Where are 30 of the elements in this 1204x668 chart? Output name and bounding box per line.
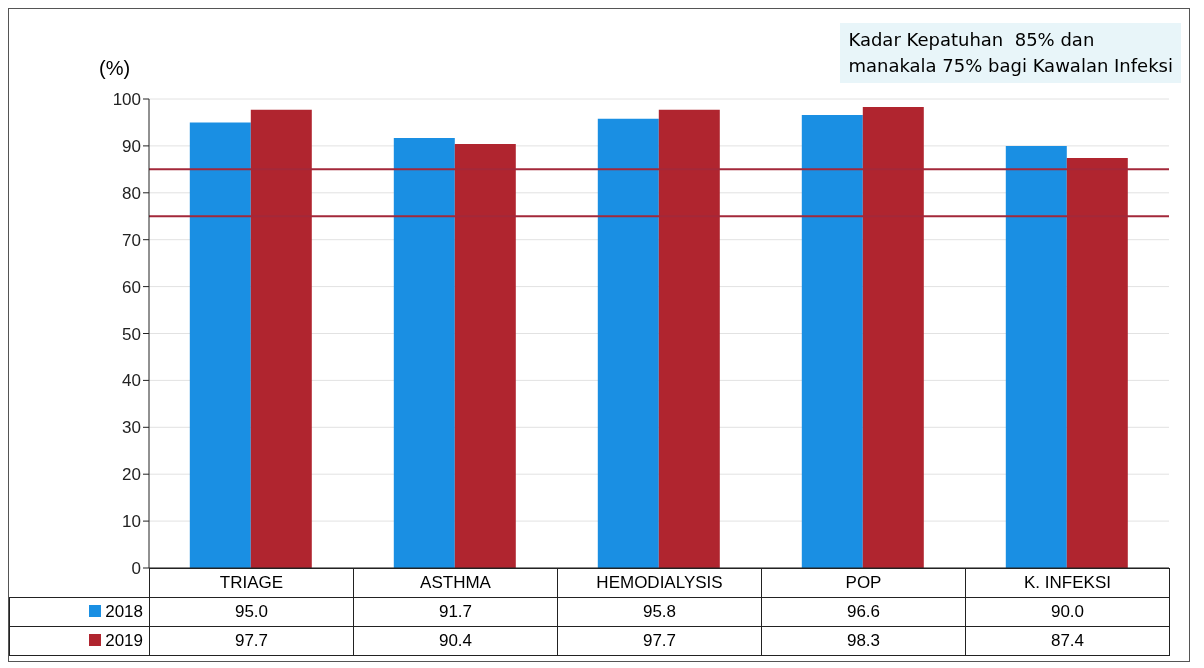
y-tick-label: 10 xyxy=(122,512,141,532)
y-tick-label: 30 xyxy=(122,418,141,438)
y-tick-label: 90 xyxy=(122,136,141,156)
x-tick-label: HEMODIALYSIS xyxy=(557,568,762,598)
legend-label: 2019 xyxy=(9,626,150,656)
legend-label: 2018 xyxy=(9,597,150,627)
y-tick-label: 20 xyxy=(122,465,141,485)
x-tick-label: POP xyxy=(761,568,966,598)
data-label: 97.7 xyxy=(557,626,762,656)
data-label: 95.0 xyxy=(149,597,354,627)
data-label: 97.7 xyxy=(149,626,354,656)
data-label: 91.7 xyxy=(353,597,558,627)
data-label: 90.4 xyxy=(353,626,558,656)
y-tick-label: 50 xyxy=(122,324,141,344)
y-axis-title: (%) xyxy=(99,57,131,80)
data-label: 87.4 xyxy=(965,626,1170,656)
y-tick-label: 40 xyxy=(122,371,141,391)
x-tick-label: ASTHMA xyxy=(353,568,558,598)
data-label: 95.8 xyxy=(557,597,762,627)
y-tick-label: 70 xyxy=(122,230,141,250)
y-tick-label: 80 xyxy=(122,183,141,203)
y-tick-label: 100 xyxy=(112,90,141,110)
data-label: 98.3 xyxy=(761,626,966,656)
x-tick-label: K. INFEKSI xyxy=(965,568,1170,598)
y-tick-label: 0 xyxy=(131,559,141,579)
text: Kadar Kepatuhan 85% dan manakala 75% bagi Kawalan Infeksi xyxy=(840,23,1181,83)
data-label: 96.6 xyxy=(761,597,966,627)
data-label: 90.0 xyxy=(965,597,1170,627)
x-tick-label: TRIAGE xyxy=(149,568,354,598)
y-tick-label: 60 xyxy=(122,277,141,297)
